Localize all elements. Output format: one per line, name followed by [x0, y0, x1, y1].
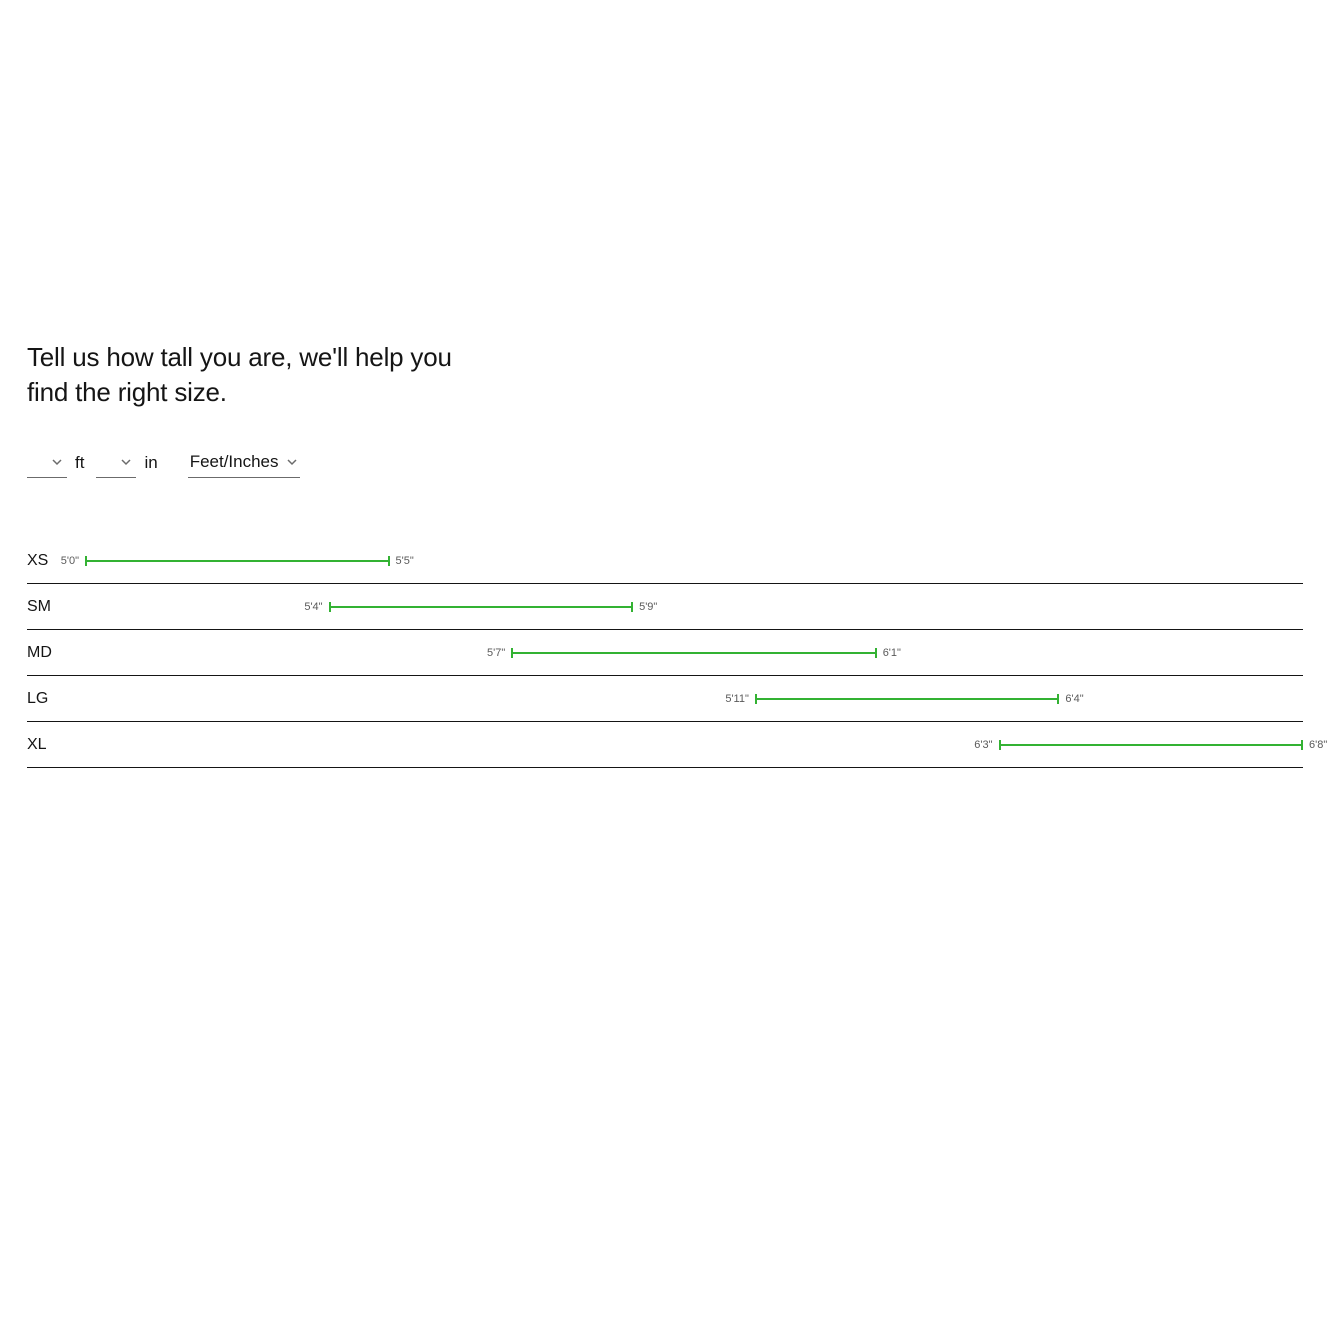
- size-range-bar: 5'4"5'9": [329, 606, 634, 608]
- size-range-bar: 5'11"6'4": [755, 698, 1060, 700]
- size-range-bar: 5'0"5'5": [85, 560, 390, 562]
- size-chart: XS5'0"5'5"SM5'4"5'9"MD5'7"6'1"LG5'11"6'4…: [27, 538, 1303, 768]
- size-track: 5'0"5'5": [85, 538, 1303, 583]
- size-row: LG 5'11" 6'4": [27, 676, 1303, 722]
- height-inputs: ft in Feet/Inches: [27, 450, 1303, 478]
- size-track: 5'4" 5'9": [85, 584, 1303, 629]
- size-min-label: 6'3": [974, 739, 992, 751]
- size-range-bar: 6'3"6'8": [999, 744, 1304, 746]
- size-row: SM 5'4" 5'9": [27, 584, 1303, 630]
- size-track: 5'11" 6'4": [85, 676, 1303, 721]
- unit-system-select[interactable]: Feet/Inches: [188, 450, 300, 478]
- unit-system-value: Feet/Inches: [190, 452, 279, 472]
- feet-select[interactable]: [27, 450, 67, 478]
- inches-field: in: [96, 450, 157, 478]
- size-max-label: 5'9": [639, 601, 657, 613]
- size-min-label: 5'0": [61, 555, 79, 567]
- chevron-down-icon: [120, 456, 132, 468]
- inches-unit-label: in: [144, 453, 157, 475]
- size-min-label: 5'4": [304, 601, 322, 613]
- size-max-label: 6'8": [1309, 739, 1327, 751]
- size-row: XL 6'3"6'8": [27, 722, 1303, 768]
- size-row: XS5'0"5'5": [27, 538, 1303, 584]
- chevron-down-icon: [51, 456, 63, 468]
- size-max-label: 5'5": [396, 555, 414, 567]
- size-row: MD 5'7" 6'1": [27, 630, 1303, 676]
- size-code: XL: [27, 736, 85, 754]
- feet-field: ft: [27, 450, 84, 478]
- feet-unit-label: ft: [75, 453, 84, 475]
- size-track: 5'7" 6'1": [85, 630, 1303, 675]
- size-code: MD: [27, 644, 85, 662]
- inches-select[interactable]: [96, 450, 136, 478]
- size-track: 6'3"6'8": [85, 722, 1303, 767]
- size-max-label: 6'1": [883, 647, 901, 659]
- page-title: Tell us how tall you are, we'll help you…: [27, 340, 467, 410]
- size-range-bar: 5'7"6'1": [511, 652, 876, 654]
- size-code: SM: [27, 598, 85, 616]
- size-min-label: 5'11": [725, 693, 749, 705]
- size-min-label: 5'7": [487, 647, 505, 659]
- chevron-down-icon: [286, 456, 298, 468]
- size-max-label: 6'4": [1065, 693, 1083, 705]
- size-code: LG: [27, 690, 85, 708]
